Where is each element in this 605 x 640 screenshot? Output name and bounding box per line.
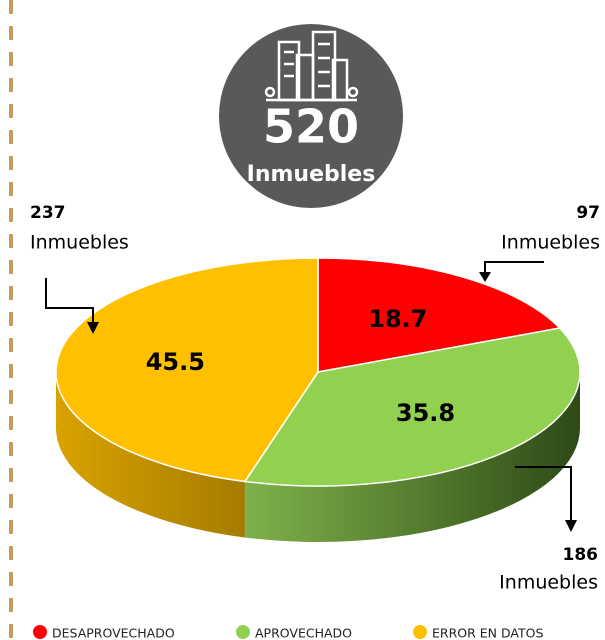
- count-label: Inmuebles: [501, 232, 600, 254]
- pie-side: [244, 372, 580, 542]
- count-label: Inmuebles: [499, 572, 598, 594]
- count-value: 97: [576, 203, 600, 223]
- total-badge: 520 Inmuebles: [219, 24, 403, 208]
- pie-slice: [317, 257, 562, 373]
- legend-label: DESAPROVECHADO: [52, 626, 175, 640]
- legend-swatch: [33, 625, 47, 639]
- count-value: 237: [30, 203, 66, 223]
- legend-swatch: [236, 625, 250, 639]
- pie-slice: [243, 327, 581, 487]
- data-label: 45.5: [146, 348, 205, 376]
- building-icon: [264, 30, 359, 102]
- total-label: Inmuebles: [247, 162, 376, 187]
- badge-circle: [219, 24, 403, 208]
- data-label: 35.8: [396, 399, 455, 427]
- legend-label: ERROR EN DATOS: [432, 626, 543, 640]
- count-label: Inmuebles: [30, 232, 129, 254]
- data-label: 18.7: [368, 305, 427, 333]
- count-value: 186: [563, 545, 599, 565]
- legend-label: APROVECHADO: [255, 626, 352, 640]
- labels: 18.7 35.8 45.5 97 Inmuebles 186 Inmuebles 237 In…: [30, 203, 600, 640]
- pie: [55, 257, 581, 542]
- arrow: [515, 466, 572, 520]
- legend-swatch: [413, 625, 427, 639]
- total-value: 520: [263, 100, 359, 154]
- arrow: [484, 261, 544, 272]
- arrow: [45, 278, 94, 322]
- pie-side: [56, 372, 245, 538]
- pie-slice: [55, 257, 319, 483]
